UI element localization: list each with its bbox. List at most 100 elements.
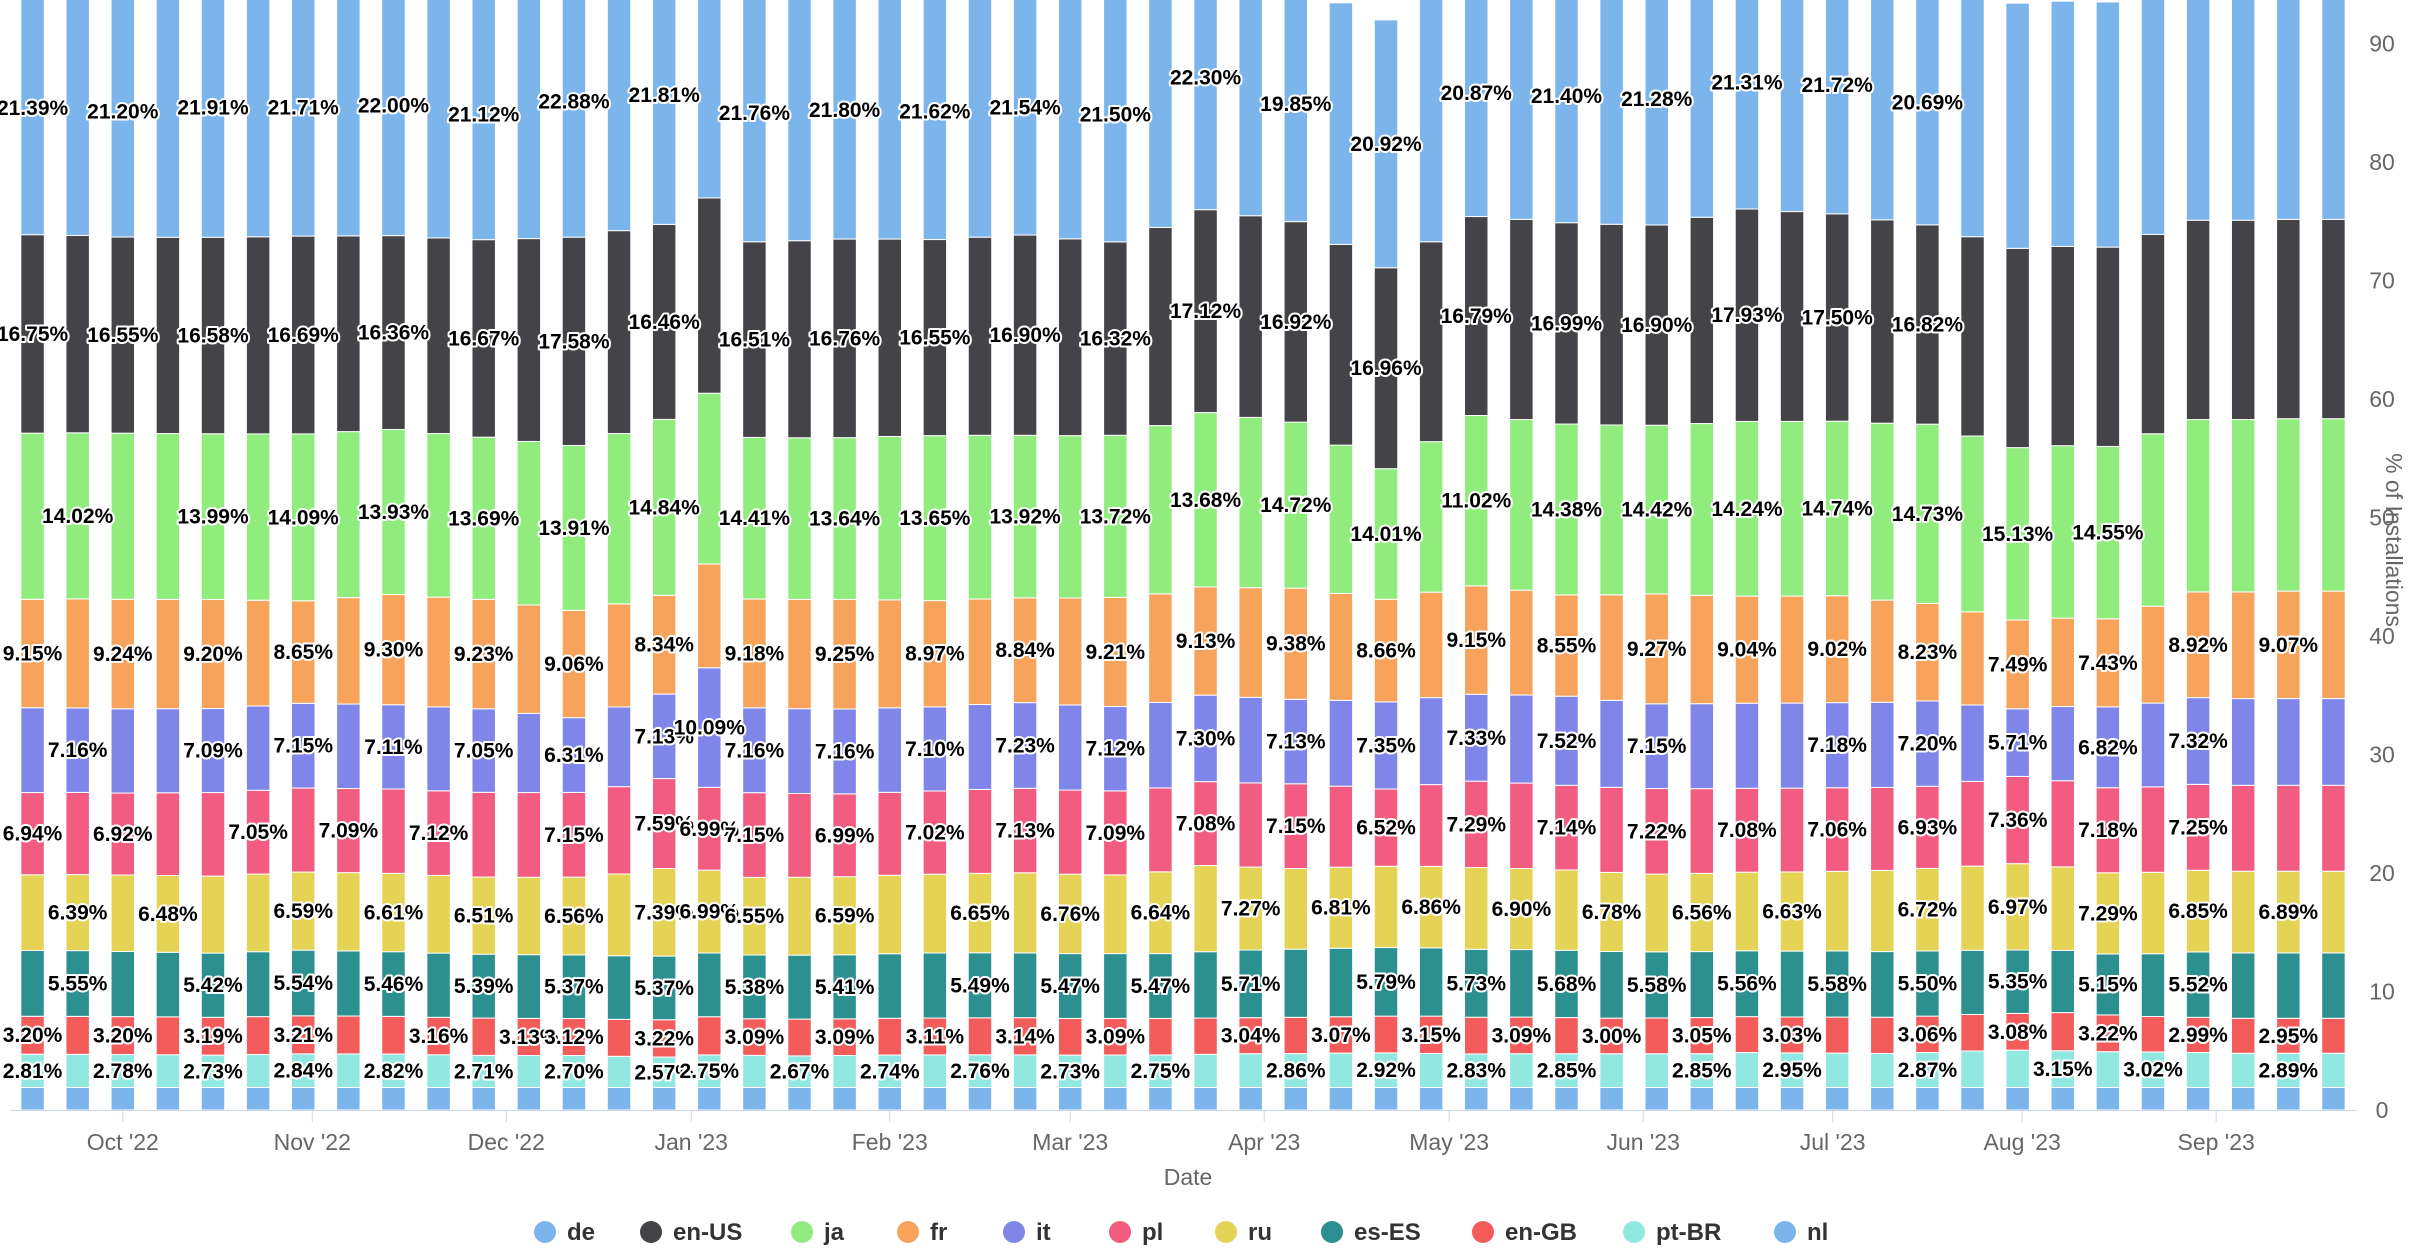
bar-segment-de[interactable]	[2005, 2, 2030, 249]
bar-segment-nl[interactable]	[1238, 1086, 1263, 1111]
bar-segment-pt-BR[interactable]	[1418, 1052, 1444, 1088]
bar-segment-nl[interactable]	[1464, 1086, 1489, 1111]
bar-segment-nl[interactable]	[2095, 1086, 2121, 1111]
bar-segment-it[interactable]	[1689, 703, 1715, 790]
bar-segment-nl[interactable]	[516, 1086, 542, 1111]
bar-segment-es-ES[interactable]	[606, 955, 632, 1020]
bar-segment-en-US[interactable]	[606, 230, 632, 435]
bar-segment-ja[interactable]	[1960, 435, 1985, 613]
bar-segment-it[interactable]	[877, 707, 902, 793]
bar-segment-de[interactable]	[606, 0, 632, 232]
bar-segment-en-GB[interactable]	[606, 1018, 632, 1057]
bar-segment-ja[interactable]	[1779, 420, 1805, 597]
bar-segment-ja[interactable]	[155, 433, 181, 600]
bar-segment-pt-BR[interactable]	[1012, 1054, 1038, 1088]
bar-segment-it[interactable]	[606, 706, 632, 788]
bar-segment-fr[interactable]	[1960, 611, 1985, 706]
bar-segment-nl[interactable]	[1193, 1086, 1218, 1111]
bar-segment-de[interactable]	[110, 0, 136, 238]
bar-segment-pt-BR[interactable]	[2321, 1052, 2346, 1088]
bar-segment-en-GB[interactable]	[1193, 1017, 1218, 1055]
bar-segment-nl[interactable]	[2140, 1086, 2166, 1111]
bar-segment-es-ES[interactable]	[1689, 951, 1715, 1019]
bar-segment-nl[interactable]	[1779, 1086, 1805, 1111]
bar-segment-fr[interactable]	[787, 598, 812, 710]
bar-segment-fr[interactable]	[967, 598, 993, 706]
bar-segment-de[interactable]	[336, 0, 361, 237]
bar-segment-es-ES[interactable]	[336, 950, 361, 1017]
bar-segment-nl[interactable]	[2321, 1086, 2346, 1111]
bar-segment-pt-BR[interactable]	[922, 1054, 948, 1088]
bar-segment-en-GB[interactable]	[471, 1017, 496, 1056]
bar-segment-ru[interactable]	[200, 875, 226, 954]
bar-segment-pt-BR[interactable]	[65, 1053, 90, 1088]
bar-segment-pt-BR[interactable]	[245, 1054, 271, 1088]
bar-segment-nl[interactable]	[1103, 1086, 1128, 1111]
bar-segment-pl[interactable]	[1148, 787, 1173, 873]
bar-segment-pt-BR[interactable]	[2230, 1052, 2256, 1088]
bar-segment-fr[interactable]	[1238, 587, 1263, 698]
bar-segment-ru[interactable]	[20, 874, 45, 952]
bar-segment-it[interactable]	[787, 708, 812, 794]
bar-segment-en-GB[interactable]	[697, 1016, 722, 1056]
bar-segment-en-US[interactable]	[2050, 245, 2075, 447]
bar-segment-nl[interactable]	[922, 1086, 948, 1111]
bar-segment-de[interactable]	[471, 0, 496, 241]
bar-segment-fr[interactable]	[2140, 605, 2166, 704]
bar-segment-ru[interactable]	[1193, 865, 1218, 953]
bar-segment-en-US[interactable]	[877, 238, 902, 437]
bar-segment-de[interactable]	[65, 0, 90, 237]
bar-segment-fr[interactable]	[1057, 597, 1083, 706]
bar-segment-en-GB[interactable]	[1824, 1016, 1850, 1054]
bar-segment-es-ES[interactable]	[1193, 951, 1218, 1019]
bar-segment-pl[interactable]	[2321, 784, 2346, 872]
bar-segment-fr[interactable]	[2050, 617, 2075, 708]
bar-segment-nl[interactable]	[606, 1086, 632, 1111]
legend-item-fr[interactable]: fr	[897, 1219, 947, 1246]
bar-segment-de[interactable]	[561, 0, 587, 238]
bar-segment-pt-BR[interactable]	[336, 1053, 361, 1088]
bar-segment-en-GB[interactable]	[1283, 1016, 1309, 1055]
bar-segment-nl[interactable]	[2005, 1086, 2030, 1111]
bar-segment-ru[interactable]	[516, 876, 542, 956]
bar-segment-es-ES[interactable]	[877, 953, 902, 1019]
bar-segment-de[interactable]	[426, 0, 451, 239]
bar-segment-nl[interactable]	[1734, 1086, 1760, 1111]
bar-segment-pt-BR[interactable]	[2095, 1051, 2121, 1088]
bar-segment-en-US[interactable]	[1057, 238, 1083, 437]
bar-segment-ru[interactable]	[1464, 867, 1489, 950]
bar-segment-nl[interactable]	[1148, 1086, 1173, 1111]
bar-segment-pt-BR[interactable]	[606, 1055, 632, 1088]
bar-segment-ru[interactable]	[1283, 868, 1309, 950]
bar-segment-de[interactable]	[516, 0, 542, 240]
bar-segment-nl[interactable]	[1824, 1086, 1850, 1111]
bar-segment-ru[interactable]	[336, 872, 361, 952]
bar-segment-de[interactable]	[1103, 0, 1128, 243]
bar-segment-it[interactable]	[2050, 706, 2075, 782]
bar-segment-pt-BR[interactable]	[742, 1054, 767, 1088]
bar-segment-ja[interactable]	[1057, 435, 1083, 599]
bar-segment-ru[interactable]	[1103, 874, 1128, 955]
bar-segment-fr[interactable]	[336, 597, 361, 705]
bar-segment-es-ES[interactable]	[516, 954, 542, 1019]
bar-segment-ja[interactable]	[877, 435, 902, 601]
bar-segment-nl[interactable]	[110, 1086, 136, 1111]
bar-segment-en-GB[interactable]	[787, 1018, 812, 1057]
bar-segment-it[interactable]	[336, 703, 361, 790]
bar-segment-ja[interactable]	[2321, 418, 2346, 592]
bar-segment-en-GB[interactable]	[1464, 1016, 1489, 1055]
bar-segment-ja[interactable]	[2185, 419, 2211, 593]
bar-segment-ru[interactable]	[1734, 871, 1760, 952]
bar-segment-nl[interactable]	[1012, 1086, 1038, 1111]
bar-segment-pt-BR[interactable]	[1103, 1054, 1128, 1088]
bar-segment-it[interactable]	[1779, 702, 1805, 789]
bar-segment-it[interactable]	[2321, 698, 2346, 786]
bar-segment-de[interactable]	[1915, 0, 1940, 226]
bar-segment-ru[interactable]	[426, 874, 451, 954]
bar-segment-pl[interactable]	[291, 787, 316, 873]
bar-segment-ru[interactable]	[787, 876, 812, 956]
bar-segment-en-US[interactable]	[2276, 218, 2301, 420]
bar-segment-fr[interactable]	[877, 599, 902, 709]
bar-segment-ja[interactable]	[1599, 424, 1624, 596]
bar-segment-pl[interactable]	[967, 788, 993, 874]
